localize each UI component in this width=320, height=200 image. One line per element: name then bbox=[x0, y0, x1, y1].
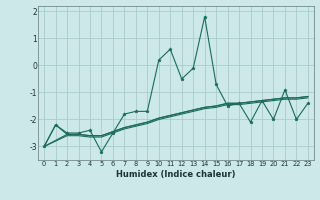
X-axis label: Humidex (Indice chaleur): Humidex (Indice chaleur) bbox=[116, 170, 236, 179]
